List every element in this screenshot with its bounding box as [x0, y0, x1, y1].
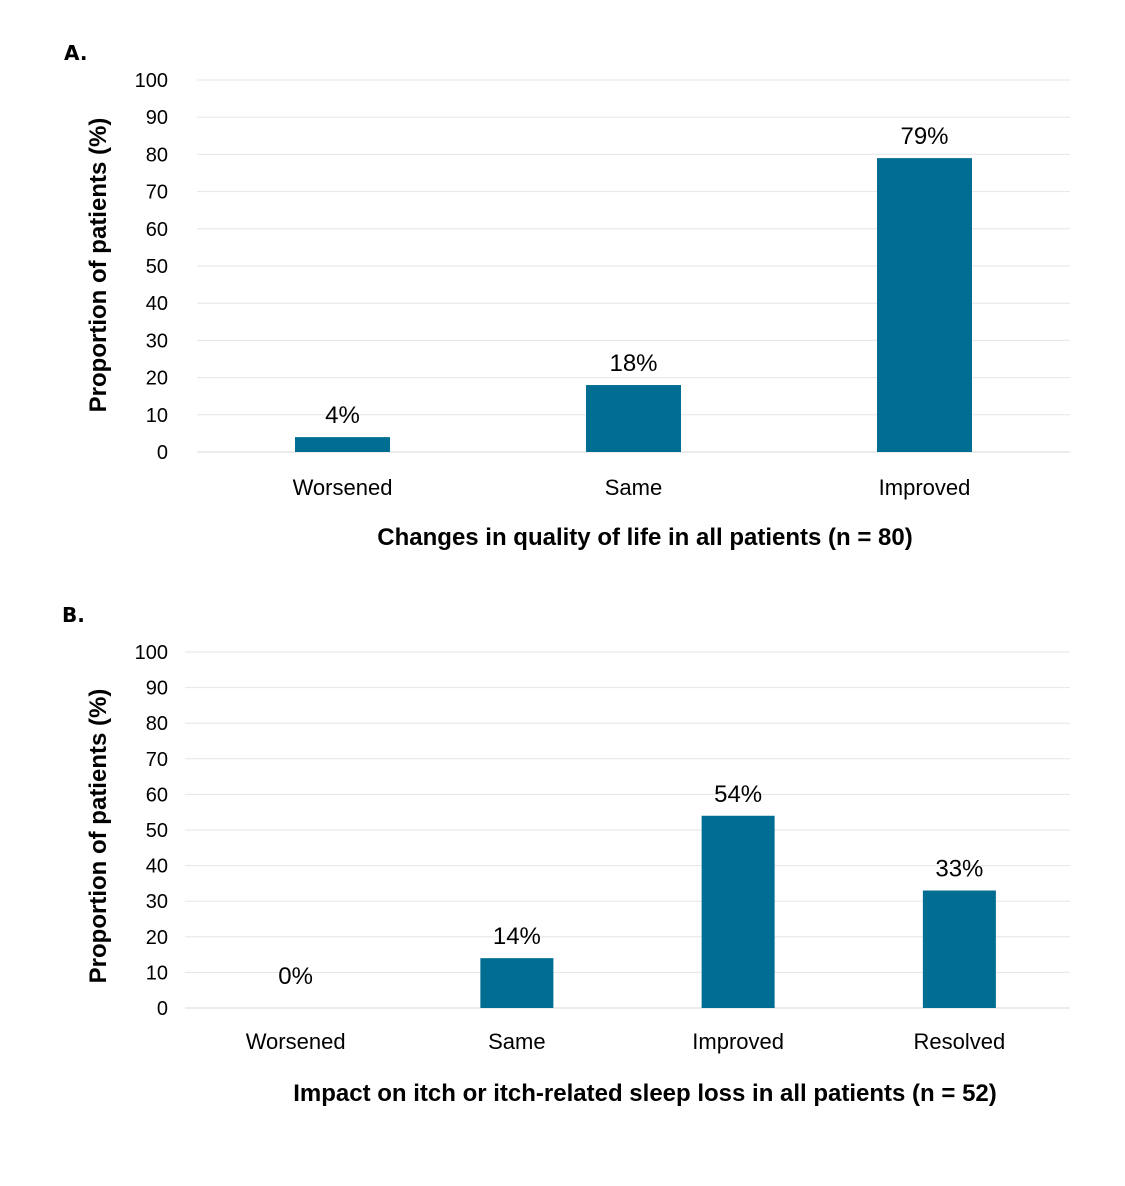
bar: [922, 890, 996, 1008]
y-tick-label: 80: [146, 144, 168, 166]
y-tick-label: 70: [146, 182, 168, 204]
y-tick-label: 90: [146, 678, 168, 700]
y-tick-labels-b: 0 10 20 30 40 50 60 70 80 90 100: [135, 642, 168, 1020]
y-tick-label: 70: [146, 749, 168, 771]
x-tick-label: Same: [488, 1029, 545, 1054]
panel-label-a: A.: [64, 41, 87, 65]
y-tick-label: 50: [146, 820, 168, 842]
x-tick-label: Resolved: [914, 1029, 1006, 1054]
bar: [480, 958, 554, 1008]
x-axis-title-a: Changes in quality of life in all patien…: [377, 524, 912, 551]
y-tick-label: 0: [157, 998, 168, 1020]
y-tick-label: 30: [146, 891, 168, 913]
x-axis-title-b: Impact on itch or itch-related sleep los…: [293, 1080, 997, 1107]
data-label: 79%: [900, 123, 948, 150]
data-label: 0%: [278, 963, 313, 990]
data-label: 4%: [325, 402, 360, 429]
y-tick-label: 20: [146, 927, 168, 949]
data-labels-a: 4% 18% 79%: [325, 123, 948, 429]
y-tick-label: 50: [146, 256, 168, 278]
grid-b: [185, 651, 1070, 1009]
panel-label-b: B.: [62, 603, 85, 627]
bars-b: [480, 815, 996, 1008]
data-labels-b: 0% 14% 54% 33%: [278, 781, 983, 990]
y-tick-label: 20: [146, 368, 168, 390]
y-tick-label: 40: [146, 856, 168, 878]
x-tick-label: Improved: [879, 475, 971, 500]
data-label: 14%: [493, 923, 541, 950]
bar: [586, 385, 681, 452]
y-tick-label: 60: [146, 784, 168, 806]
y-tick-label: 100: [135, 70, 168, 92]
data-label: 18%: [609, 350, 657, 377]
y-tick-label: 10: [146, 962, 168, 984]
x-tick-label: Worsened: [293, 475, 393, 500]
bars-a: [295, 158, 972, 452]
bar: [295, 437, 390, 452]
y-tick-label: 90: [146, 107, 168, 129]
panel-a: A. 0 10 20 30 40 50 60 70 80 90 100 4% 18% 79% Worse…: [64, 41, 1070, 551]
data-label: 33%: [935, 856, 983, 883]
bar: [877, 158, 972, 452]
grid-a: [197, 79, 1070, 453]
category-labels-a: Worsened Same Improved: [293, 475, 971, 500]
y-tick-label: 0: [157, 442, 168, 464]
x-tick-label: Improved: [692, 1029, 784, 1054]
y-tick-label: 100: [135, 642, 168, 664]
bar: [701, 815, 775, 1008]
y-tick-label: 60: [146, 219, 168, 241]
y-axis-title-a: Proportion of patients (%): [85, 118, 112, 413]
y-tick-label: 80: [146, 713, 168, 735]
y-axis-title-b: Proportion of patients (%): [85, 689, 112, 984]
category-labels-b: Worsened Same Improved Resolved: [246, 1029, 1006, 1054]
x-tick-label: Same: [605, 475, 662, 500]
y-tick-label: 10: [146, 405, 168, 427]
x-tick-label: Worsened: [246, 1029, 346, 1054]
panel-b: B. 0 10 20 30 40 50 60 70 80 90 100 0% 14% 54% 33% Wo…: [62, 603, 1070, 1107]
y-tick-labels-a: 0 10 20 30 40 50 60 70 80 90 100: [135, 70, 168, 464]
y-tick-label: 30: [146, 330, 168, 352]
data-label: 54%: [714, 781, 762, 808]
y-tick-label: 40: [146, 293, 168, 315]
